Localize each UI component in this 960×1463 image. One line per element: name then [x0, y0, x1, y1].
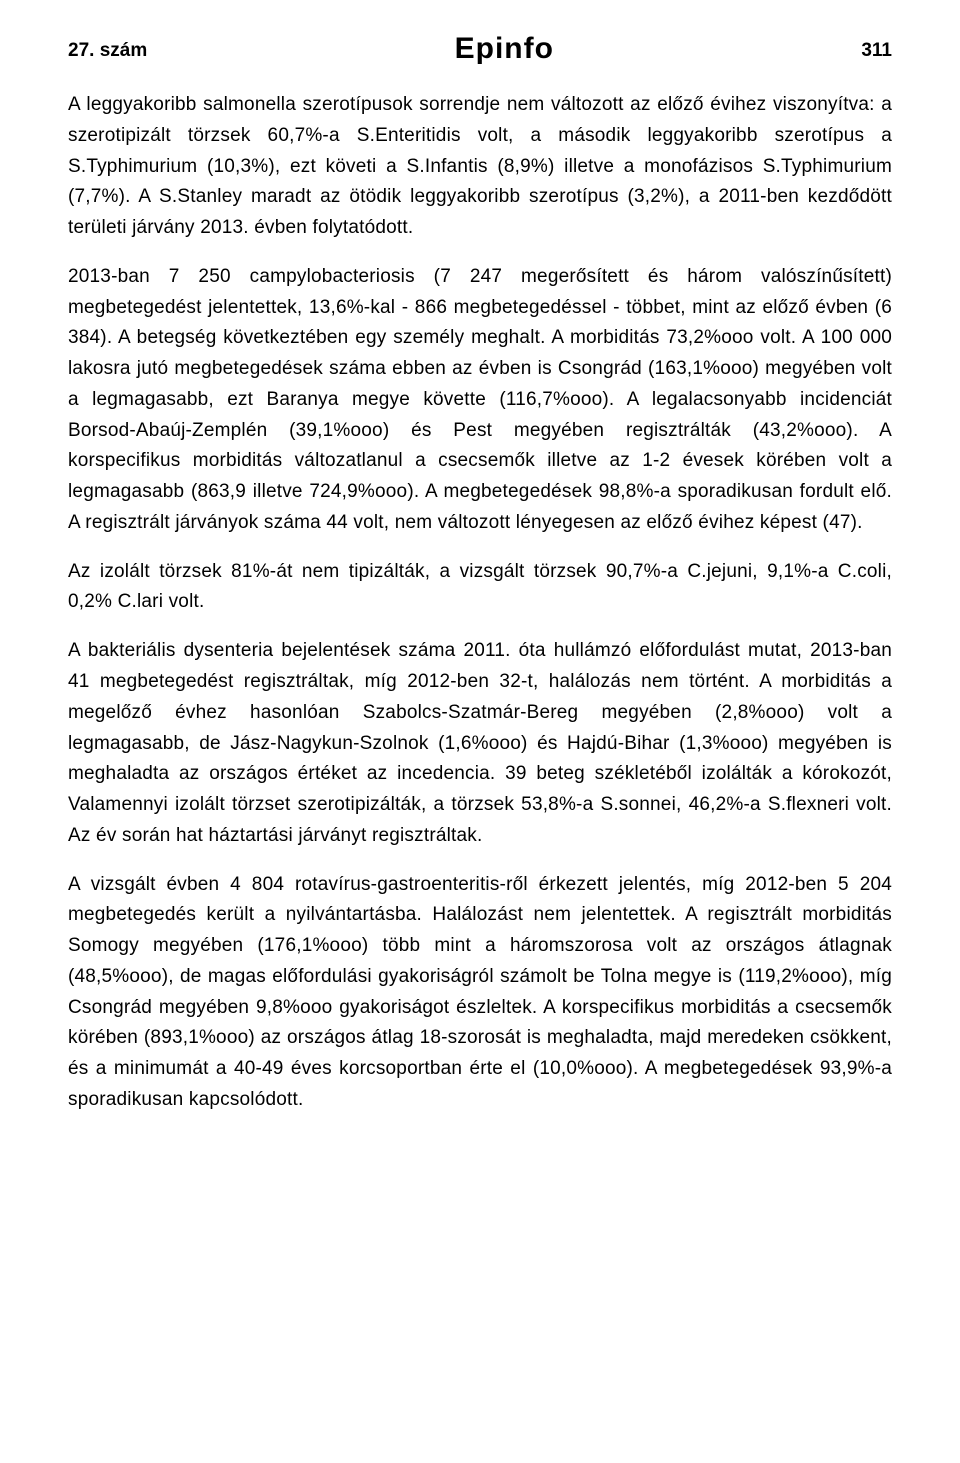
header-issue-number: 27. szám: [68, 40, 147, 62]
header-page-number: 311: [861, 40, 892, 62]
paragraph-isolated-strains: Az izolált törzsek 81%-át nem tipizálták…: [68, 557, 892, 619]
paragraph-campylobacteriosis: 2013-ban 7 250 campylobacteriosis (7 247…: [68, 262, 892, 539]
header-title-logo: Epinfo: [455, 32, 554, 66]
paragraph-salmonella: A leggyakoribb salmonella szerotípusok s…: [68, 90, 892, 244]
document-page: 27. szám Epinfo 311 A leggyakoribb salmo…: [0, 0, 960, 1463]
paragraph-rotavirus: A vizsgált évben 4 804 rotavírus-gastroe…: [68, 870, 892, 1116]
page-header: 27. szám Epinfo 311: [68, 30, 892, 64]
paragraph-dysenteria: A bakteriális dysenteria bejelentések sz…: [68, 636, 892, 851]
